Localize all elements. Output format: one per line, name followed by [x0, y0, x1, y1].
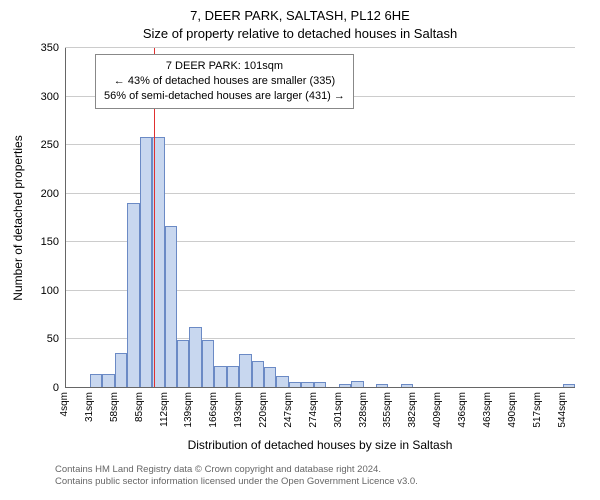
y-tick-label: 250: [41, 139, 59, 151]
axis-line: [65, 387, 575, 388]
y-tick-label: 200: [41, 188, 59, 200]
footer-attribution: Contains HM Land Registry data © Crown c…: [55, 464, 418, 489]
x-tick-label: 85sqm: [134, 392, 145, 422]
x-axis-label: Distribution of detached houses by size …: [65, 438, 575, 452]
x-tick-label: 112sqm: [159, 392, 170, 427]
x-tick-label: 463sqm: [482, 392, 493, 428]
histogram-bar: [214, 366, 226, 388]
x-tick-label: 490sqm: [507, 392, 518, 428]
y-axis-label: Number of detached properties: [11, 135, 25, 300]
histogram-bar: [140, 137, 152, 388]
x-tick-label: 517sqm: [532, 392, 543, 428]
annotation-line-3: 56% of semi-detached houses are larger (…: [104, 89, 345, 104]
gridline: [65, 47, 575, 48]
x-tick-label: 355sqm: [382, 392, 393, 428]
histogram-bar: [202, 340, 214, 388]
x-tick-label: 166sqm: [208, 392, 219, 428]
x-tick-label: 382sqm: [407, 392, 418, 428]
y-tick-label: 350: [41, 42, 59, 54]
histogram-bar: [165, 226, 177, 388]
y-tick-label: 50: [47, 333, 59, 345]
chart-title: Size of property relative to detached ho…: [0, 26, 600, 41]
y-tick-label: 300: [41, 91, 59, 103]
y-tick-label: 100: [41, 285, 59, 297]
x-tick-label: 139sqm: [183, 392, 194, 428]
histogram-bar: [177, 340, 189, 388]
annotation-line-2: ← 43% of detached houses are smaller (33…: [104, 74, 345, 89]
histogram-bar: [264, 367, 276, 388]
x-tick-label: 409sqm: [432, 392, 443, 428]
x-tick-label: 31sqm: [84, 392, 95, 422]
histogram-bar: [115, 353, 127, 388]
x-tick-label: 247sqm: [283, 392, 294, 428]
x-tick-label: 193sqm: [233, 392, 244, 428]
x-tick-label: 436sqm: [457, 392, 468, 428]
histogram-bar: [252, 361, 264, 388]
x-tick-label: 4sqm: [59, 392, 70, 416]
histogram-bar: [227, 366, 239, 388]
x-tick-label: 328sqm: [358, 392, 369, 428]
footer-line-1: Contains HM Land Registry data © Crown c…: [55, 464, 418, 476]
histogram-bar: [127, 203, 139, 388]
x-tick-label: 544sqm: [557, 392, 568, 428]
histogram-bar: [189, 327, 201, 388]
axis-line: [65, 48, 66, 388]
histogram-bar: [90, 374, 102, 388]
x-tick-label: 301sqm: [333, 392, 344, 428]
footer-line-2: Contains public sector information licen…: [55, 476, 418, 488]
y-tick-label: 150: [41, 236, 59, 248]
histogram-bar: [239, 354, 251, 388]
x-tick-label: 274sqm: [308, 392, 319, 428]
histogram-bar: [102, 374, 114, 388]
annotation-box: 7 DEER PARK: 101sqm ← 43% of detached ho…: [95, 54, 354, 109]
annotation-line-1: 7 DEER PARK: 101sqm: [104, 59, 345, 74]
x-tick-label: 58sqm: [109, 392, 120, 422]
x-tick-label: 220sqm: [258, 392, 269, 428]
chart-supertitle: 7, DEER PARK, SALTASH, PL12 6HE: [0, 8, 600, 23]
